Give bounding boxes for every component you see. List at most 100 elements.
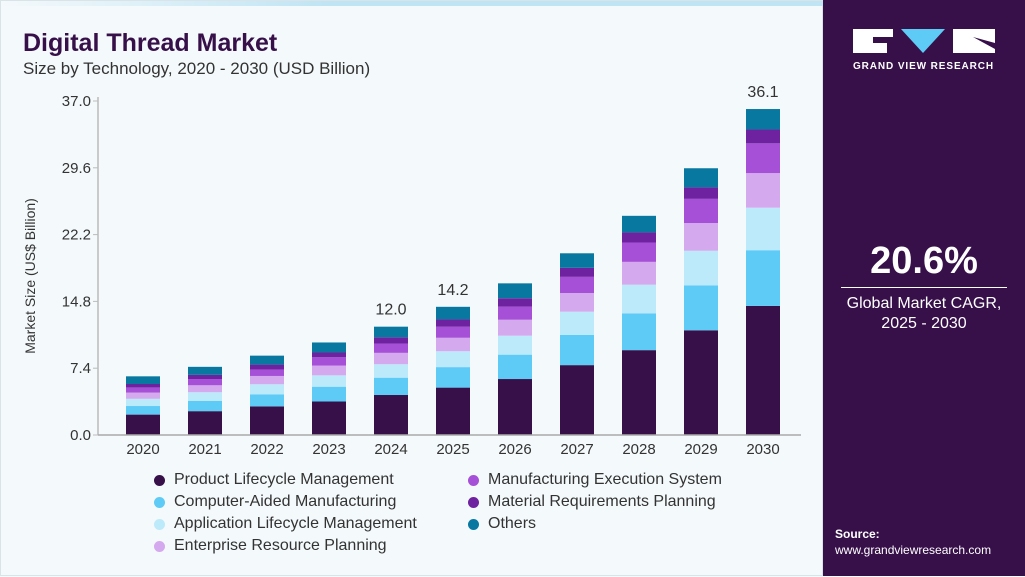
legend-swatch-icon bbox=[154, 518, 165, 530]
bar-segment bbox=[312, 342, 346, 353]
bar-segment bbox=[436, 351, 470, 368]
top-accent-line bbox=[1, 1, 824, 6]
bar-segment bbox=[250, 394, 284, 407]
bar-segment bbox=[436, 337, 470, 352]
grand-view-research-logo bbox=[853, 29, 995, 53]
bar-segment bbox=[374, 337, 408, 344]
x-tick-label: 2025 bbox=[436, 441, 469, 458]
bar-segment bbox=[188, 366, 222, 375]
legend-swatch-icon bbox=[154, 496, 165, 508]
bar-segment bbox=[622, 232, 656, 243]
bar-segment bbox=[498, 354, 532, 380]
bar-segment bbox=[746, 305, 780, 435]
bar-segment bbox=[126, 392, 160, 399]
cagr-label: Global Market CAGR, 2025 - 2030 bbox=[823, 294, 1025, 334]
bar-segment bbox=[622, 350, 656, 435]
bar-segment bbox=[622, 313, 656, 351]
x-tick-label: 2028 bbox=[622, 441, 655, 458]
bar-segment bbox=[746, 250, 780, 306]
bar-segment bbox=[560, 267, 594, 277]
legend-item: Enterprise Resource Planning bbox=[154, 537, 387, 555]
legend-swatch-icon bbox=[468, 518, 479, 530]
legend-label: Computer-Aided Manufacturing bbox=[174, 493, 397, 510]
info-sidebar: GRAND VIEW RESEARCH 20.6% Global Market … bbox=[823, 0, 1025, 576]
y-tick-label: 7.4 bbox=[70, 360, 91, 377]
brand-name: GRAND VIEW RESEARCH bbox=[853, 61, 994, 72]
bar-segment bbox=[746, 143, 780, 174]
bar-segment bbox=[188, 400, 222, 412]
bar-segment bbox=[746, 173, 780, 208]
bar-segment bbox=[374, 395, 408, 435]
bar-segment bbox=[250, 355, 284, 365]
x-tick-label: 2029 bbox=[684, 441, 717, 458]
bar-segment bbox=[126, 383, 160, 388]
bar-segment bbox=[126, 387, 160, 393]
legend-swatch-icon bbox=[468, 496, 479, 508]
bar-segment bbox=[498, 319, 532, 336]
bar-segment bbox=[622, 261, 656, 285]
legend-item: Computer-Aided Manufacturing bbox=[154, 493, 396, 511]
bar-segment bbox=[188, 379, 222, 386]
bar-segment bbox=[560, 253, 594, 268]
bar-segment bbox=[374, 364, 408, 378]
bar-segment bbox=[312, 386, 346, 402]
bar-segment bbox=[126, 376, 160, 384]
legend-item: Manufacturing Execution System bbox=[468, 471, 722, 489]
bar-segment bbox=[436, 367, 470, 388]
bar-segment bbox=[746, 207, 780, 251]
bar-segment bbox=[684, 223, 718, 251]
bar-segment bbox=[188, 385, 222, 393]
x-tick-label: 2026 bbox=[498, 441, 531, 458]
bar-segment bbox=[126, 406, 160, 415]
x-tick-label: 2023 bbox=[312, 441, 345, 458]
chart-title: Digital Thread Market bbox=[23, 29, 278, 57]
bar-segment bbox=[560, 334, 594, 366]
bar-segment bbox=[684, 168, 718, 188]
bar-segment bbox=[312, 401, 346, 435]
x-tick-label: 2030 bbox=[746, 441, 779, 458]
cagr-value: 20.6% bbox=[870, 240, 978, 282]
bar-segment bbox=[498, 283, 532, 299]
legend-label: Others bbox=[488, 515, 537, 532]
bar-segment bbox=[312, 375, 346, 387]
legend-label: Product Lifecycle Management bbox=[174, 471, 394, 488]
bar-segment bbox=[560, 276, 594, 294]
x-tick-label: 2020 bbox=[126, 441, 159, 458]
bar-segment bbox=[312, 365, 346, 376]
bar-segment bbox=[250, 369, 284, 376]
bar-segment bbox=[312, 357, 346, 366]
bar-segment bbox=[498, 298, 532, 307]
divider bbox=[841, 287, 1007, 288]
bar-segment bbox=[250, 364, 284, 370]
legend-swatch-icon bbox=[468, 474, 479, 486]
legend-label: Application Lifecycle Management bbox=[174, 515, 417, 532]
bar-segment bbox=[436, 306, 470, 320]
legend-item: Application Lifecycle Management bbox=[154, 515, 417, 533]
chart-subtitle: Size by Technology, 2020 - 2030 (USD Bil… bbox=[23, 59, 371, 78]
y-tick-label: 14.8 bbox=[62, 293, 91, 310]
source-link[interactable]: www.grandviewresearch.com bbox=[835, 543, 992, 557]
x-tick-label: 2022 bbox=[250, 441, 283, 458]
bar-segment bbox=[374, 352, 408, 365]
bar-segment bbox=[374, 326, 408, 338]
bar-segment bbox=[126, 414, 160, 435]
bar-segment bbox=[746, 129, 780, 144]
stacked-bar-chart: 0.0 7.4 14.8 22.2 29.6 37.0 Market Size (US$ B… bbox=[22, 84, 801, 458]
bar-segment bbox=[684, 285, 718, 331]
x-tick-label: 2027 bbox=[560, 441, 593, 458]
bar-segment bbox=[374, 343, 408, 353]
legend-item: Material Requirements Planning bbox=[468, 493, 716, 511]
bar-segment bbox=[684, 250, 718, 286]
bar-segment bbox=[250, 406, 284, 435]
bar-segment bbox=[188, 392, 222, 401]
y-tick-label: 29.6 bbox=[62, 160, 91, 177]
legend-item: Product Lifecycle Management bbox=[154, 471, 394, 489]
x-tick-label: 2024 bbox=[374, 441, 407, 458]
bar-segment bbox=[560, 311, 594, 335]
total-label: 36.1 bbox=[747, 84, 778, 101]
bar-segment bbox=[436, 326, 470, 338]
bar-segment bbox=[126, 398, 160, 407]
bar-segment bbox=[498, 379, 532, 435]
bar-segment bbox=[498, 306, 532, 320]
bar-segment bbox=[684, 330, 718, 435]
